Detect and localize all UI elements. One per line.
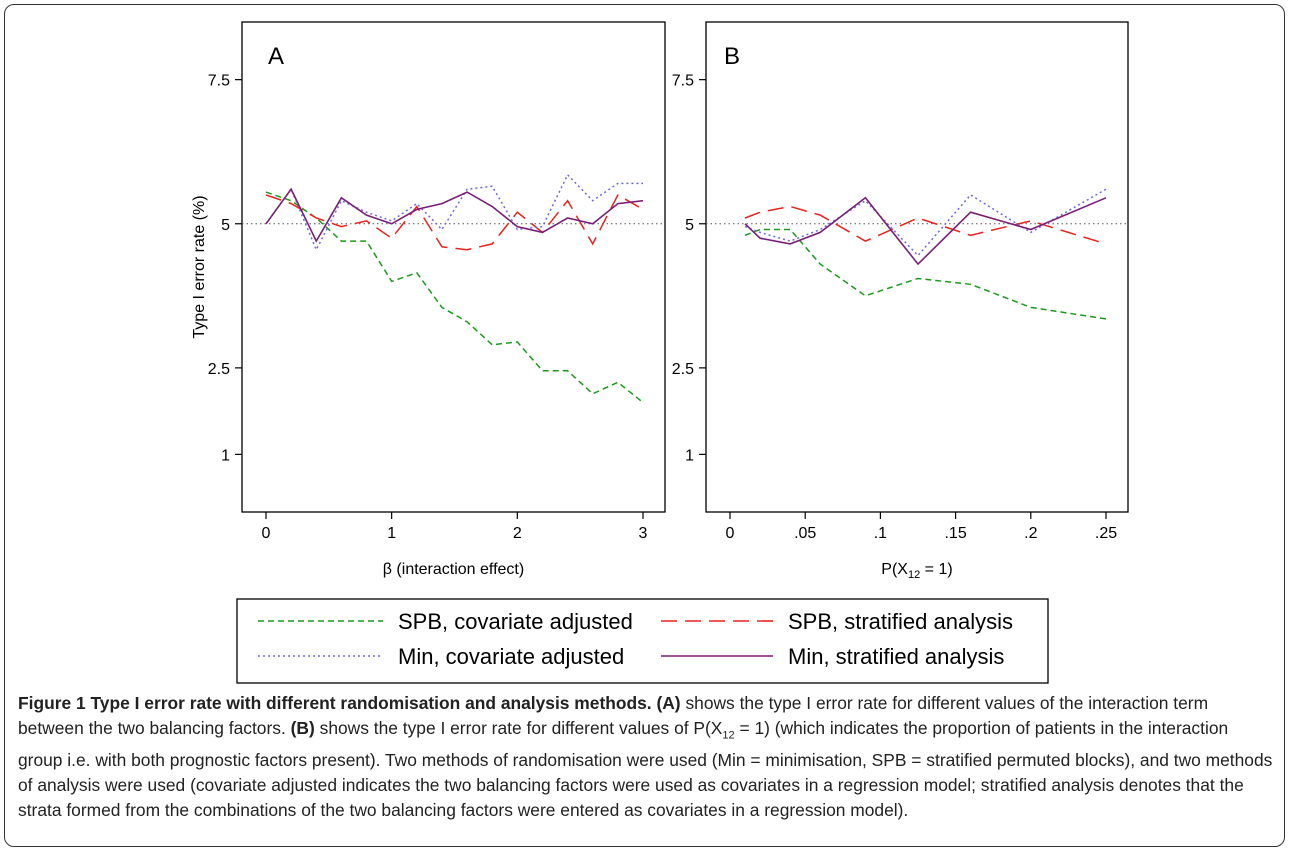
series-line-min-covariate-adjusted xyxy=(744,188,1107,257)
x-tick-label: .15 xyxy=(944,525,966,542)
series-line-spb-stratified-analysis xyxy=(744,205,1107,245)
series-line-spb-covariate-adjusted xyxy=(744,228,1107,320)
panel-a: A 1 2.5 5 7.5 0 1 2 3 Type I error rate (%) β (int… xyxy=(191,21,666,578)
x-tick-label: 2 xyxy=(513,525,522,542)
series-line-spb-stratified-analysis xyxy=(265,193,644,251)
caption-b-text-2: = 1) (which indicates the proportion of … xyxy=(18,718,1273,821)
x-tick-label: .05 xyxy=(794,525,816,542)
caption-b-text-1: shows the type I error rate for differen… xyxy=(319,718,723,738)
x-tick-label: 1 xyxy=(387,525,396,542)
y-tick-label: 2.5 xyxy=(208,361,230,378)
y-tick-label: 7.5 xyxy=(672,73,694,90)
legend: SPB, covariate adjusted SPB, stratified a… xyxy=(236,598,1049,684)
x-axis-label: P(X12 = 1) xyxy=(881,561,952,581)
series-line-min-stratified-analysis xyxy=(265,187,644,243)
panel-b: B 1 2.5 5 7.5 0 .05 .1 .15 .2 .25 P(X12 = 1) xyxy=(672,21,1129,581)
x-axis-label-suffix: = 1) xyxy=(920,561,952,578)
y-tick-label: 2.5 xyxy=(672,361,694,378)
caption-a-label: (A) xyxy=(656,693,681,713)
y-tick-label: 5 xyxy=(221,217,230,234)
legend-box xyxy=(236,598,1049,684)
caption-b-sub: 12 xyxy=(722,729,735,742)
caption-title: Figure 1 Type I error rate with differen… xyxy=(18,693,652,713)
x-tick-label: 3 xyxy=(639,525,648,542)
y-tick-label: 7.5 xyxy=(208,73,230,90)
y-tick-label: 5 xyxy=(685,217,694,234)
x-tick-label: 0 xyxy=(262,525,271,542)
x-tick-label: .25 xyxy=(1095,525,1117,542)
figure-caption: Figure 1 Type I error rate with differen… xyxy=(18,691,1274,823)
caption-a-text: shows the type I error rate for differen… xyxy=(18,693,1209,738)
legend-label: Min, stratified analysis xyxy=(788,644,1004,669)
y-tick-label: 1 xyxy=(221,447,230,464)
series-line-min-stratified-analysis xyxy=(744,196,1107,266)
x-tick-label: .1 xyxy=(874,525,887,542)
series-line-spb-covariate-adjusted xyxy=(265,191,644,404)
caption-b-label: (B) xyxy=(290,718,315,738)
legend-label: Min, covariate adjusted xyxy=(398,644,624,669)
panel-label: A xyxy=(268,43,284,70)
y-tick-label: 1 xyxy=(685,447,694,464)
x-tick-label: .2 xyxy=(1024,525,1037,542)
panel-label: B xyxy=(724,43,740,70)
series-line-min-covariate-adjusted xyxy=(265,173,643,252)
figure-frame xyxy=(4,4,1285,847)
x-tick-label: 0 xyxy=(726,525,735,542)
legend-label: SPB, stratified analysis xyxy=(788,609,1013,634)
plot-frame xyxy=(705,21,1129,513)
x-axis-label-sub: 12 xyxy=(908,569,920,581)
x-axis-label: β (interaction effect) xyxy=(383,561,524,578)
y-axis-label: Type I error rate (%) xyxy=(191,195,208,338)
plot-frame xyxy=(241,21,666,513)
legend-label: SPB, covariate adjusted xyxy=(398,609,633,634)
